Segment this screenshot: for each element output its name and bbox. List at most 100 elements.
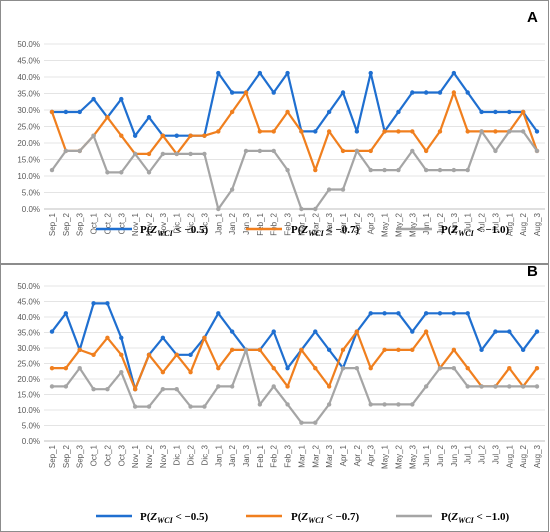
data-point bbox=[326, 109, 332, 115]
data-point bbox=[63, 365, 69, 371]
data-point bbox=[493, 384, 498, 389]
data-point bbox=[229, 347, 235, 353]
data-point bbox=[493, 129, 498, 134]
y-tick-label: 35.0% bbox=[17, 90, 40, 99]
y-tick-label: 30.0% bbox=[17, 344, 40, 353]
x-tick-label: Jan_1 bbox=[214, 212, 223, 234]
data-point bbox=[451, 311, 457, 316]
data-point bbox=[326, 187, 332, 192]
chart-0: 0.0% 5.0% 10.0% 15.0% 20.0% 25.0% 30.0% 35.0% 40… bbox=[17, 9, 545, 238]
y-tick-label: 5.0% bbox=[22, 422, 40, 431]
x-tick-label: Nov_3 bbox=[159, 444, 168, 468]
x-tick-label: Jun_2 bbox=[436, 444, 445, 466]
x-tick-label: Feb_1 bbox=[256, 444, 265, 467]
data-point bbox=[368, 311, 373, 316]
x-tick-label: Dic_1 bbox=[173, 212, 182, 233]
x-tick-label: Jan_3 bbox=[242, 212, 251, 234]
data-point bbox=[174, 352, 179, 358]
data-point bbox=[146, 170, 152, 175]
y-tick-label: 45.0% bbox=[17, 57, 40, 66]
data-point bbox=[534, 384, 540, 389]
data-point bbox=[313, 329, 318, 334]
data-point bbox=[216, 206, 221, 212]
data-point bbox=[188, 369, 193, 375]
x-tick-label: Nov_3 bbox=[159, 212, 168, 236]
data-point bbox=[368, 402, 373, 407]
data-point bbox=[382, 402, 387, 407]
x-tick-label: Sep_1 bbox=[48, 444, 57, 468]
x-tick-label: Mar_1 bbox=[297, 444, 306, 467]
y-tick-label: 15.0% bbox=[17, 156, 40, 165]
data-point bbox=[451, 347, 457, 353]
data-point bbox=[63, 109, 69, 115]
data-point bbox=[423, 384, 429, 389]
data-point bbox=[91, 133, 96, 138]
data-point bbox=[520, 129, 526, 134]
data-point bbox=[91, 301, 96, 306]
data-point bbox=[77, 109, 82, 115]
x-tick-label: Apr_1 bbox=[339, 212, 348, 234]
x-tick-label: Nov_1 bbox=[131, 212, 140, 236]
x-tick-label: May_2 bbox=[394, 212, 403, 237]
data-point bbox=[479, 384, 484, 389]
data-point bbox=[105, 301, 110, 306]
data-point bbox=[229, 90, 235, 95]
data-point bbox=[313, 129, 318, 134]
data-point bbox=[410, 402, 415, 407]
data-point bbox=[299, 129, 304, 134]
data-point bbox=[91, 352, 96, 358]
data-point bbox=[216, 129, 221, 134]
data-point bbox=[465, 311, 470, 316]
y-tick-label: 0.0% bbox=[22, 437, 40, 446]
y-tick-label: 35.0% bbox=[17, 329, 40, 338]
data-point bbox=[507, 384, 512, 389]
y-tick-label: 15.0% bbox=[17, 391, 40, 400]
x-tick-label: Feb_1 bbox=[256, 212, 265, 235]
x-tick-label: Aug_1 bbox=[505, 444, 514, 468]
data-point bbox=[493, 109, 498, 115]
y-tick-label: 0.0% bbox=[22, 205, 40, 214]
x-tick-label: Jun_1 bbox=[422, 212, 431, 234]
x-tick-label: Sep_1 bbox=[48, 212, 57, 236]
data-point bbox=[451, 167, 457, 173]
x-tick-label: Aug_3 bbox=[533, 444, 542, 468]
legend-entry: P(ZWCI < −0.7) bbox=[291, 224, 359, 238]
data-point bbox=[119, 352, 124, 358]
data-point bbox=[326, 402, 332, 407]
data-point bbox=[507, 329, 512, 334]
x-tick-label: Feb_2 bbox=[270, 444, 279, 467]
x-tick-label: Apr_3 bbox=[367, 212, 376, 234]
series-line-1 bbox=[50, 91, 539, 172]
series-line-0 bbox=[51, 302, 538, 391]
data-point bbox=[423, 167, 429, 173]
data-point bbox=[368, 148, 373, 154]
x-tick-label: Oct_1 bbox=[90, 444, 99, 466]
data-point bbox=[49, 384, 55, 389]
data-point bbox=[229, 384, 235, 389]
y-tick-label: 25.0% bbox=[17, 123, 40, 132]
x-tick-label: Mar_3 bbox=[325, 212, 334, 235]
data-point bbox=[257, 70, 263, 76]
data-point bbox=[410, 347, 415, 353]
x-tick-label: Aug_2 bbox=[519, 444, 528, 468]
data-point bbox=[479, 347, 484, 353]
x-tick-label: Jul_2 bbox=[478, 444, 487, 464]
x-tick-label: Jun_3 bbox=[450, 212, 459, 234]
x-tick-label: Jan_2 bbox=[228, 444, 237, 466]
data-point bbox=[313, 206, 318, 212]
data-point bbox=[465, 365, 470, 371]
data-point bbox=[423, 90, 429, 95]
data-point bbox=[91, 387, 96, 392]
data-point bbox=[63, 384, 69, 389]
data-point bbox=[465, 384, 470, 389]
data-point bbox=[382, 311, 387, 316]
x-tick-label: Feb_3 bbox=[284, 444, 293, 467]
data-point bbox=[271, 148, 276, 154]
data-point bbox=[49, 329, 55, 334]
legend-entry: P(ZWCI < −1.0) bbox=[441, 511, 509, 525]
data-point bbox=[229, 109, 235, 115]
data-point bbox=[216, 365, 221, 371]
data-point bbox=[423, 148, 429, 154]
data-point bbox=[396, 167, 401, 173]
